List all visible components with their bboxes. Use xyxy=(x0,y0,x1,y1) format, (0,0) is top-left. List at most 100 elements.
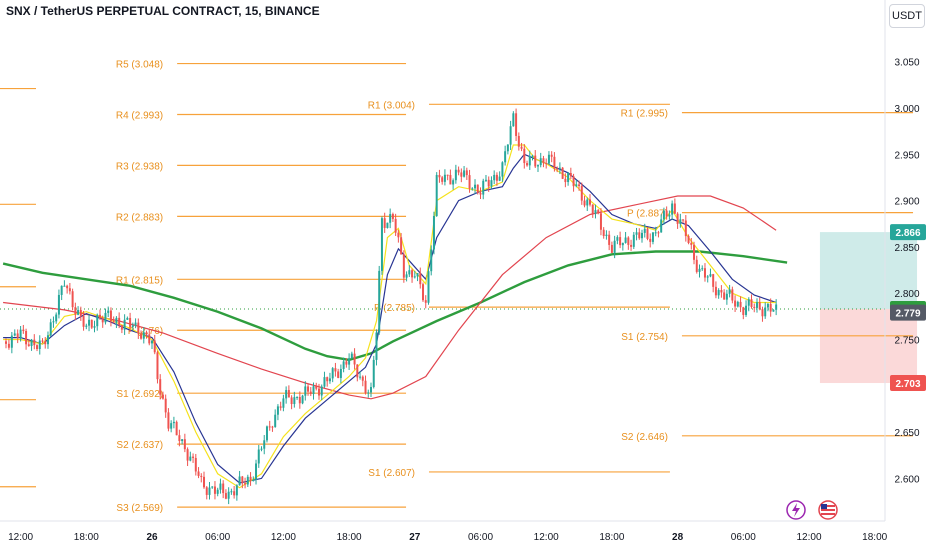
candle-body xyxy=(337,371,340,378)
candle-body xyxy=(512,113,515,127)
candle-body xyxy=(509,126,512,145)
candle-body xyxy=(172,421,175,424)
lightning-icon[interactable] xyxy=(786,500,806,520)
candle-body xyxy=(227,491,230,499)
candle-body xyxy=(742,307,745,315)
candle-body xyxy=(687,236,690,243)
candle-body xyxy=(438,174,441,178)
candle-body xyxy=(416,273,419,277)
candle-body xyxy=(25,330,28,345)
candle-body xyxy=(55,314,58,322)
candle-body xyxy=(654,232,657,234)
candle-body xyxy=(137,322,140,334)
candle-body xyxy=(345,361,348,365)
candle-body xyxy=(476,184,479,193)
candle-body xyxy=(520,146,523,149)
candle-body xyxy=(550,154,553,157)
lightning-icon-bolt xyxy=(792,503,800,517)
candle-body xyxy=(222,483,225,494)
price-badge-label: 2.703 xyxy=(895,379,920,390)
candle-body xyxy=(504,151,507,163)
candle-body xyxy=(197,471,200,476)
candle-body xyxy=(109,310,112,322)
candle-body xyxy=(649,238,652,242)
candle-body xyxy=(501,162,504,177)
candle-body xyxy=(164,398,167,413)
candle-body xyxy=(93,326,96,328)
candle-body xyxy=(755,302,758,308)
candle-body xyxy=(575,184,578,187)
target-zone xyxy=(819,232,918,309)
candle-body xyxy=(131,325,134,327)
candle-body xyxy=(558,167,561,169)
candle-body xyxy=(49,322,52,336)
us-flag-icon[interactable] xyxy=(818,500,838,520)
candle-body xyxy=(536,165,539,167)
candle-body xyxy=(107,310,110,313)
candle-body xyxy=(391,214,394,219)
candle-body xyxy=(98,314,101,319)
candle-body xyxy=(257,449,260,464)
candle-body xyxy=(460,172,463,177)
candle-body xyxy=(328,378,331,382)
candle-body xyxy=(750,299,753,307)
chart-title: SNX / TetherUS PERPETUAL CONTRACT, 15, B… xyxy=(6,4,320,18)
candle-body xyxy=(479,192,482,195)
candle-body xyxy=(378,270,381,333)
candle-body xyxy=(79,310,82,316)
candle-body xyxy=(712,274,715,287)
candle-body xyxy=(531,155,534,157)
candle-body xyxy=(88,319,91,326)
us-flag-icon-stripe xyxy=(821,513,835,515)
candle-body xyxy=(44,341,47,345)
candle-body xyxy=(140,333,143,339)
x-tick-label: 06:00 xyxy=(205,532,230,543)
candle-body xyxy=(468,175,471,189)
candle-body xyxy=(651,232,654,242)
candle-body xyxy=(643,228,646,233)
candle-body xyxy=(465,170,468,176)
candle-body xyxy=(400,237,403,255)
candle-body xyxy=(641,232,644,239)
candle-body xyxy=(74,307,77,315)
candle-body xyxy=(10,335,13,348)
y-tick-label: 3.050 xyxy=(894,58,919,69)
candle-body xyxy=(151,340,153,344)
candle-body xyxy=(602,229,605,236)
candle-body xyxy=(101,318,104,323)
candle-body xyxy=(200,475,203,477)
candle-body xyxy=(282,398,285,408)
pivot-label: R1 (3.004) xyxy=(368,100,415,111)
candle-body xyxy=(703,268,706,278)
candle-body xyxy=(183,439,186,450)
us-flag-icon-stripe xyxy=(821,505,835,507)
candle-body xyxy=(293,397,296,405)
candle-body xyxy=(684,220,687,237)
candle-body xyxy=(159,379,162,395)
candle-body xyxy=(249,476,252,481)
x-tick-label: 12:00 xyxy=(534,532,559,543)
candle-body xyxy=(701,268,704,270)
candle-body xyxy=(747,299,750,306)
candle-body xyxy=(235,485,238,496)
candle-body xyxy=(30,339,33,346)
candle-body xyxy=(304,386,307,396)
candle-body xyxy=(662,210,665,220)
candle-body xyxy=(353,353,356,365)
currency-unit-button[interactable]: USDT xyxy=(889,4,925,28)
y-tick-label: 2.750 xyxy=(894,336,919,347)
candle-body xyxy=(457,169,460,173)
candle-body xyxy=(671,203,674,215)
candle-body xyxy=(85,325,88,327)
candle-body xyxy=(484,179,487,181)
y-tick-label: 3.000 xyxy=(894,104,919,115)
candle-body xyxy=(118,317,121,326)
candle-body xyxy=(493,174,496,181)
candle-body xyxy=(170,423,173,429)
pivot-label: S2 (2.637) xyxy=(116,440,163,451)
candle-body xyxy=(594,210,597,214)
y-tick-label: 2.850 xyxy=(894,243,919,254)
candle-body xyxy=(402,254,405,278)
